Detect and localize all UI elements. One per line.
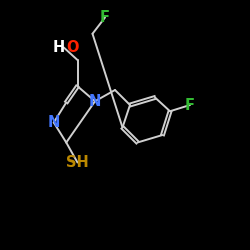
Text: O: O	[66, 40, 79, 55]
Text: N: N	[48, 115, 60, 130]
Text: SH: SH	[66, 155, 89, 170]
Text: H: H	[53, 40, 65, 55]
Text: F: F	[185, 98, 195, 112]
Text: N: N	[89, 94, 101, 109]
Text: F: F	[100, 10, 110, 25]
